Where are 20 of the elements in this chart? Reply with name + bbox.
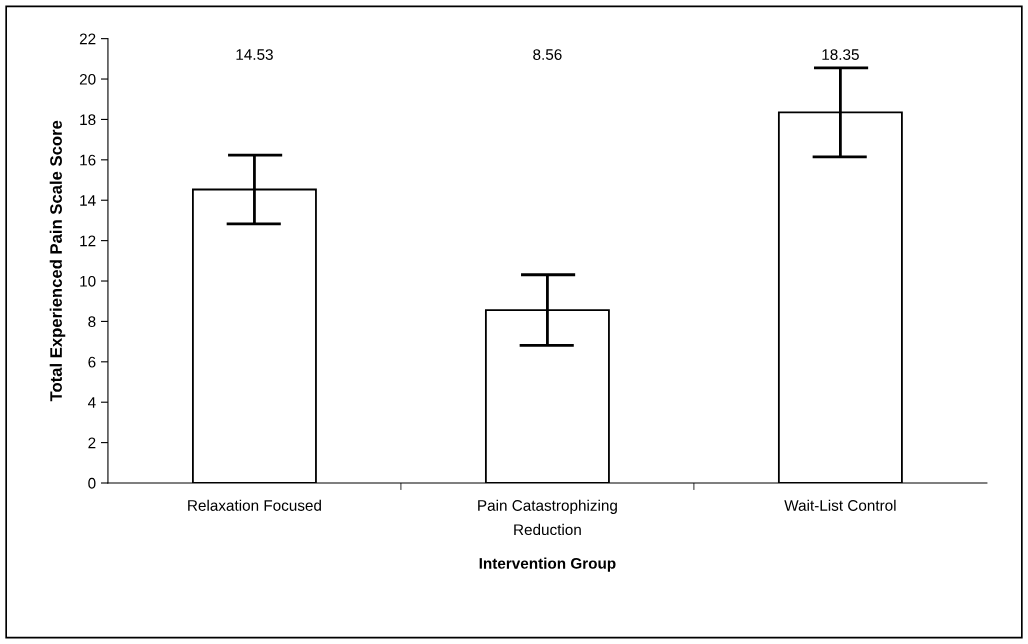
annotation: 8.56 [533, 49, 562, 60]
y-tick-label: 12 [80, 235, 96, 247]
y-tick-label: 6 [88, 356, 96, 368]
y-tick-label: 22 [79, 33, 96, 45]
y-tick-label: 18 [80, 114, 96, 126]
y-tick-label: 20 [79, 73, 96, 85]
y-tick-label: 8 [88, 316, 96, 328]
y-tick-label: 2 [88, 437, 96, 449]
annotation: 14.53 [236, 49, 273, 60]
y-axis-title: Total Experienced Pain Scale Score [49, 120, 66, 402]
x-axis-title: Intervention Group [479, 557, 616, 572]
y-tick-label: 16 [80, 154, 96, 166]
y-tick-label: 10 [80, 275, 96, 287]
x-tick-label: Wait-List Control [784, 499, 896, 511]
x-tick-label: Pain Catastrophizing Reduction [478, 499, 617, 536]
y-tick-label: 14 [80, 195, 96, 206]
y-tick-label: 0 [88, 477, 96, 489]
x-tick-label: Relaxation Focused [188, 499, 321, 511]
y-tick-label: 4 [87, 397, 96, 408]
annotation: 18.35 [822, 49, 859, 60]
